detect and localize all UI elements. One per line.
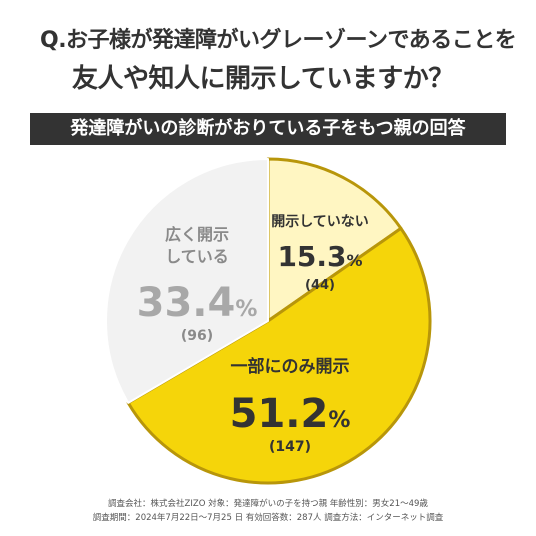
slice-label-group-2: 一部にのみ開示 51.2% (147) [230,356,351,455]
slice-label-2-line-1: 一部にのみ開示 [231,356,350,377]
slice-label-1-line-1: 開示していない [271,214,369,230]
question-line-2: 友人や知人に開示していますか？ [72,64,454,94]
pie-slice-1 [266,157,403,323]
slice-label-group-1: 開示していない 15.3% (44) [271,214,369,293]
slice-count-3: (96) [181,328,213,344]
slice-value-1: 15.3% [277,240,362,273]
slice-value-3: 33.4% [137,280,258,326]
slice-value-2: 51.2% [230,391,351,437]
slice-count-2: (147) [269,439,311,455]
chart-title-banner: 発達障がいの診断がおりている子をもつ親の回答 [30,113,506,145]
pie-slice-3 [105,158,269,404]
pie-slice-2 [126,226,432,485]
survey-footer-line-2: 調査期間：2024年7月22日〜7月25 日 有効回答数：287人 調査方法：イ… [92,513,444,523]
slice-label-3-line-2: している [165,247,229,266]
survey-footer-line-1: 調査会社：株式会社ZIZO 対象：発達障がいの子を持つ親 年齢性別：男女21〜4… [108,499,428,509]
question-line-1: Q.お子様が発達障がいグレーゾーンであることを [40,28,517,53]
slice-label-3-line-1: 広く開示 [165,225,229,244]
slice-count-1: (44) [305,278,335,293]
